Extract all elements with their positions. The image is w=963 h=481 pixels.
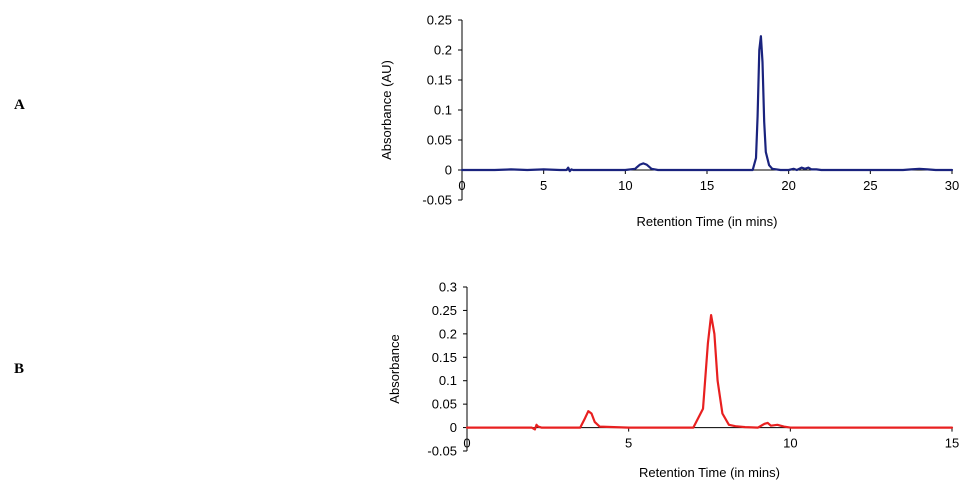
chart-b-y-tick-label: 0 <box>450 420 457 435</box>
panel-label-b: B <box>14 361 25 377</box>
chart-a-y-tick-label: 0.1 <box>434 103 452 118</box>
chart-b-x-axis-title: Retention Time (in mins) <box>639 465 780 480</box>
chart-b-y-tick-label: -0.05 <box>427 444 457 459</box>
chart-a-series-line <box>460 35 954 173</box>
chart-a-x-tick-label: 10 <box>618 178 632 193</box>
chart-a-y-tick-label: 0 <box>445 163 452 178</box>
chart-a-x-tick-label: 30 <box>945 178 959 193</box>
chart-a-x-axis-title: Retention Time (in mins) <box>637 214 778 229</box>
chart-a-y-tick-label: 0.25 <box>427 13 452 28</box>
chart-b-x-tick-label: 0 <box>463 436 470 451</box>
chart-a-y-tick-label: 0.15 <box>427 73 452 88</box>
chart-a-x-tick-label: 25 <box>863 178 877 193</box>
chart-a-x-tick-label: 15 <box>700 178 714 193</box>
chart-a-x-tick-label: 20 <box>781 178 795 193</box>
chart-b-x-tick-label: 10 <box>783 436 797 451</box>
chart-a-x-tick-label: 0 <box>458 178 465 193</box>
chart-b-x-tick-label: 5 <box>625 436 632 451</box>
chart-b-y-tick-label: 0.15 <box>432 350 457 365</box>
chart-a-y-tick-label: -0.05 <box>422 193 452 208</box>
chart-b-series-line <box>465 314 954 431</box>
chart-b-y-tick-label: 0.1 <box>439 373 457 388</box>
chart-a-x-tick-label: 5 <box>540 178 547 193</box>
chart-b-y-tick-label: 0.3 <box>439 280 457 295</box>
chart-b-y-tick-label: 0.05 <box>432 397 457 412</box>
chart-a-y-tick-label: 0.2 <box>434 43 452 58</box>
chart-b-y-tick-label: 0.25 <box>432 303 457 318</box>
chart-b-x-tick-label: 15 <box>945 436 959 451</box>
panel-label-a: A <box>14 97 25 113</box>
chart-b-y-axis-title: Absorbance <box>387 334 402 403</box>
chart-a-y-tick-label: 0.05 <box>427 133 452 148</box>
chart-b-y-tick-label: 0.2 <box>439 326 457 341</box>
chart-a-y-axis-title: Absorbance (AU) <box>379 60 394 160</box>
